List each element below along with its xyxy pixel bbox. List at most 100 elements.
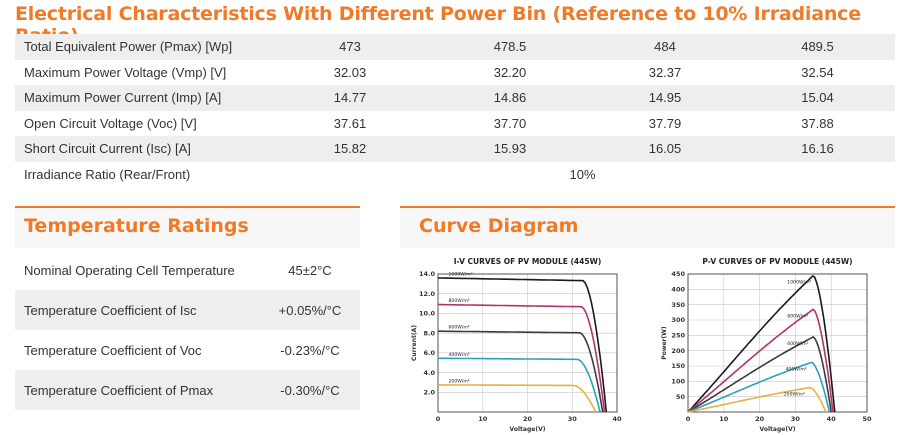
row-label: Maximum Power Voltage (Vmp) [V] — [24, 64, 227, 80]
row-label: Total Equivalent Power (Pmax) [Wp] — [15, 34, 270, 60]
y-tick-label: 400 — [671, 286, 685, 294]
cell-value: 45±2°C — [288, 262, 332, 278]
section-divider — [15, 206, 360, 208]
series-line — [687, 361, 831, 413]
electrical-characteristics-table: Total Equivalent Power (Pmax) [Wp] 473 4… — [15, 34, 895, 187]
irradiance-value: 10% — [569, 166, 596, 182]
x-tick-label: 0 — [436, 415, 441, 423]
cell-value: 37.88 — [801, 115, 834, 131]
y-tick-label: 200 — [671, 347, 685, 355]
table-row: Temperature Coefficient of Isc +0.05%/°C — [15, 290, 360, 330]
series-label: 1000W/m² — [787, 280, 811, 286]
cell-value: 37.79 — [648, 115, 682, 131]
y-tick-label: 10.0 — [419, 310, 436, 318]
table-row: Total Equivalent Power (Pmax) [Wp] 473 4… — [15, 34, 895, 60]
row-label: Short Circuit Current (Isc) [A] — [15, 136, 270, 162]
table-row: Temperature Coefficient of Voc -0.23%/°C — [15, 330, 360, 370]
cell-value: 489.5 — [740, 34, 895, 60]
series-label: 600W/m² — [787, 341, 808, 347]
plot-frame — [687, 273, 868, 413]
curve-section-title: Curve Diagram — [419, 215, 579, 237]
series-line — [438, 384, 597, 413]
cell-value: 15.93 — [430, 136, 590, 162]
cell-value: 14.95 — [590, 85, 740, 111]
cell-value: 15.04 — [740, 85, 895, 111]
table-row: Maximum Power Current (Imp) [A] 14.77 14… — [15, 85, 895, 111]
row-label: Temperature Coefficient of Pmax — [15, 370, 260, 410]
y-tick-label: 6.0 — [423, 349, 435, 357]
series-label: 200W/m² — [448, 378, 469, 384]
section-divider — [400, 206, 895, 208]
series-line — [687, 386, 827, 413]
cell-value: 37.61 — [333, 115, 367, 131]
series-label: 400W/m² — [448, 352, 469, 358]
cell-value: 14.77 — [270, 85, 430, 111]
row-label: Nominal Operating Cell Temperature — [24, 262, 235, 278]
y-tick-label: 8.0 — [423, 329, 435, 337]
x-axis-label: Voltage(V) — [510, 426, 546, 433]
cell-value: 32.20 — [493, 64, 527, 80]
series-label: 400W/m² — [786, 366, 807, 372]
x-tick-label: 30 — [791, 415, 801, 423]
series-label: 1000W/m² — [448, 271, 472, 277]
x-tick-label: 20 — [523, 415, 533, 423]
x-tick-label: 0 — [686, 415, 691, 423]
cell-value: 14.86 — [430, 85, 590, 111]
x-tick-label: 10 — [478, 415, 488, 423]
cell-value: 473 — [270, 34, 430, 60]
cell-value: 32.03 — [333, 64, 367, 80]
series-label: 800W/m² — [787, 313, 808, 319]
curve-header-box — [400, 208, 895, 248]
temperature-ratings-table: Nominal Operating Cell Temperature 45±2°… — [15, 250, 360, 410]
series-line — [438, 303, 606, 413]
x-tick-label: 50 — [862, 415, 872, 423]
x-axis-label: Voltage(V) — [760, 426, 796, 433]
y-tick-label: 12.0 — [419, 290, 436, 298]
series-line — [437, 277, 608, 413]
y-tick-label: 2.0 — [423, 388, 435, 396]
y-tick-label: 150 — [671, 362, 685, 370]
y-tick-label: 50 — [676, 393, 686, 401]
y-tick-label: 14.0 — [419, 270, 436, 278]
series-line — [438, 330, 604, 413]
y-tick-label: 450 — [671, 270, 685, 278]
series-line — [687, 335, 832, 413]
y-axis-label: Current(A) — [411, 325, 418, 361]
x-tick-label: 40 — [827, 415, 837, 423]
cell-value: 484 — [590, 34, 740, 60]
row-label: Maximum Power Current (Imp) [A] — [15, 85, 270, 111]
row-label: Irradiance Ratio (Rear/Front) — [24, 166, 191, 182]
plot-frame — [437, 273, 618, 413]
temperature-header-box — [15, 208, 360, 248]
chart-title: P-V CURVES OF PV MODULE (445W) — [702, 257, 852, 266]
temperature-section-title: Temperature Ratings — [24, 215, 249, 237]
cell-value: 32.37 — [648, 64, 682, 80]
series-label: 200W/m² — [784, 391, 805, 397]
chart-title: I-V CURVES OF PV MODULE (445W) — [454, 257, 602, 266]
x-tick-label: 30 — [568, 415, 578, 423]
y-tick-label: 100 — [671, 378, 685, 386]
series-line — [687, 308, 834, 413]
cell-value: 32.54 — [801, 64, 834, 80]
cell-value: -0.30%/°C — [260, 370, 360, 410]
y-tick-label: 350 — [671, 301, 685, 309]
row-label: Open Circuit Voltage (Voc) [V] — [24, 115, 197, 131]
row-label: Temperature Coefficient of Voc — [24, 342, 202, 358]
table-row: Irradiance Ratio (Rear/Front) 10% — [15, 162, 895, 188]
cell-value: 16.16 — [740, 136, 895, 162]
pv-curve-chart: P-V CURVES OF PV MODULE (445W) 0 10 20 30 40 5… — [661, 257, 872, 433]
cell-value: 16.05 — [590, 136, 740, 162]
x-tick-label: 20 — [755, 415, 765, 423]
electrical-section-header: Electrical Characteristics With Differen… — [15, 3, 895, 47]
cell-value: -0.23%/°C — [280, 342, 340, 358]
x-tick-label: 10 — [719, 415, 729, 423]
series-label: 600W/m² — [448, 325, 469, 331]
table-row: Temperature Coefficient of Pmax -0.30%/°… — [15, 370, 360, 410]
cell-value: 15.82 — [270, 136, 430, 162]
cell-value: 478.5 — [430, 34, 590, 60]
y-tick-label: 250 — [671, 332, 685, 340]
row-label: Temperature Coefficient of Isc — [15, 290, 260, 330]
series-label: 800W/m² — [448, 298, 469, 304]
iv-curve-chart: I-V CURVES OF PV MODULE (445W) 0 10 20 30 40 2… — [411, 257, 622, 433]
table-row: Nominal Operating Cell Temperature 45±2°… — [15, 250, 360, 290]
